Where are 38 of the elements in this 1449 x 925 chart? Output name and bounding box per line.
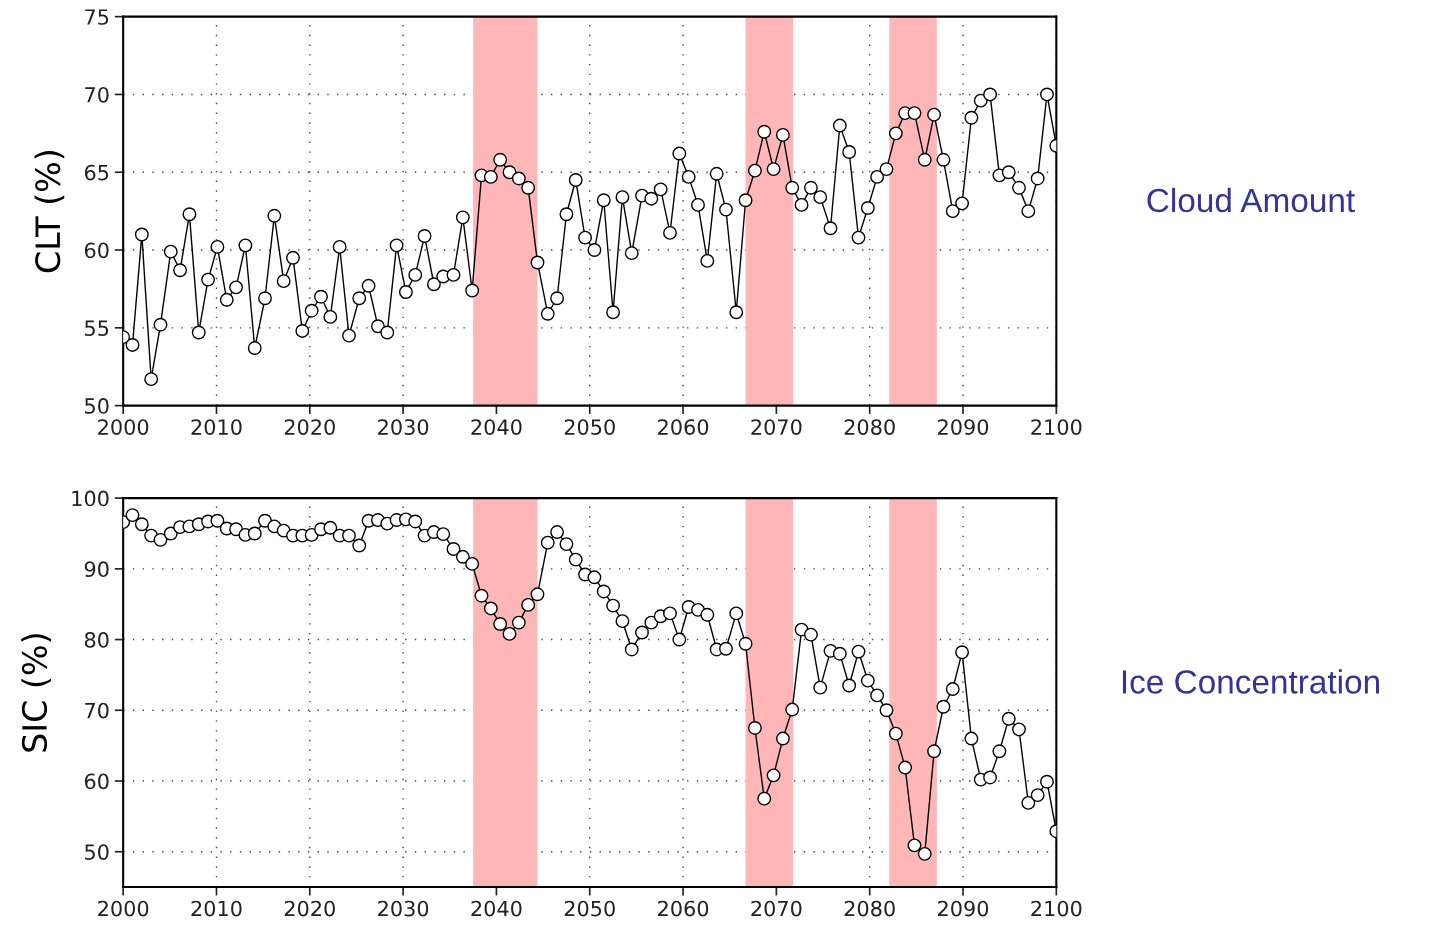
x-tick-label: 2070 bbox=[751, 900, 802, 917]
x-tick-label: 2030 bbox=[378, 900, 429, 917]
y-tick-label: 75 bbox=[85, 9, 109, 25]
text: Ice Concentration bbox=[1122, 669, 1379, 694]
x-tick-label: 2100 bbox=[1031, 900, 1082, 917]
x-tick-label: 2000 bbox=[98, 419, 149, 435]
y-tick-label: 65 bbox=[84, 164, 109, 181]
x-tick-label: 2000 bbox=[98, 900, 149, 917]
x-tick-label: 2020 bbox=[284, 900, 335, 917]
y-tick-label: 100 bbox=[72, 490, 109, 507]
x-tick-label: 2080 bbox=[844, 900, 895, 917]
y-tick-label: 80 bbox=[84, 632, 109, 648]
x-tick-label: 2010 bbox=[191, 419, 242, 435]
y-tick-label: 70 bbox=[85, 86, 109, 103]
y-axis-title: CLT (%) bbox=[34, 151, 65, 273]
y-tick-label: 90 bbox=[84, 561, 109, 578]
x-tick-label: 2080 bbox=[844, 419, 895, 435]
text: Cloud Amount bbox=[1147, 187, 1355, 213]
x-tick-label: 2060 bbox=[658, 419, 709, 435]
y-tick-label: 60 bbox=[84, 242, 109, 259]
x-tick-label: 2020 bbox=[284, 419, 335, 435]
y-tick-label: 60 bbox=[84, 773, 109, 790]
x-tick-label: 2090 bbox=[938, 900, 989, 917]
x-tick-label: 2070 bbox=[751, 419, 802, 435]
x-tick-label: 2040 bbox=[471, 419, 522, 435]
x-tick-label: 2100 bbox=[1031, 419, 1082, 435]
y-tick-label: 50 bbox=[85, 398, 109, 414]
x-tick-label: 2030 bbox=[378, 419, 429, 435]
y-tick-label: 50 bbox=[85, 844, 109, 860]
x-tick-label: 2010 bbox=[191, 900, 242, 917]
y-axis-title: SIC (%) bbox=[21, 634, 51, 752]
x-tick-label: 2050 bbox=[564, 419, 615, 435]
x-tick-label: 2090 bbox=[938, 419, 989, 435]
y-tick-label: 70 bbox=[85, 702, 109, 719]
y-tick-label: 55 bbox=[85, 320, 109, 337]
x-tick-label: 2040 bbox=[471, 900, 522, 917]
x-tick-label: 2060 bbox=[658, 900, 709, 917]
x-tick-label: 2050 bbox=[564, 900, 615, 917]
